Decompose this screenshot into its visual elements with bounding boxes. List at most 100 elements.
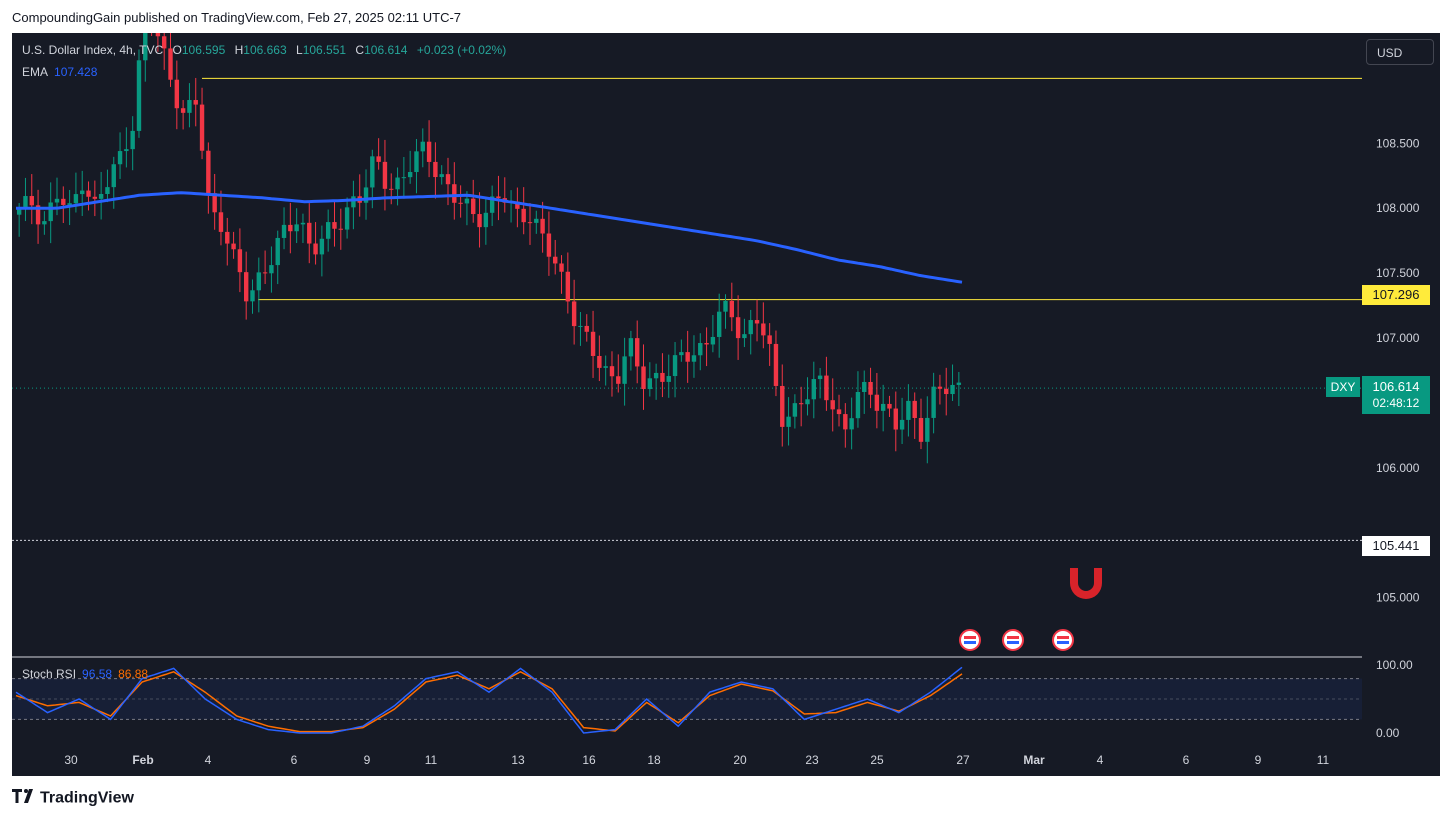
currency-button[interactable]: USD [1366,39,1434,65]
candle-body [571,301,577,327]
candle-body [180,108,186,113]
time-tick-label: 16 [582,753,596,767]
candle-body [754,320,760,324]
candle-body [603,366,608,368]
candle-body [597,355,602,368]
candle-body [483,212,489,228]
candle-body [527,222,533,224]
candle-body [307,222,312,244]
candle-body [641,366,646,390]
chart-canvas[interactable]: 108.500 108.000 107.500 107.000 106.000 105.0… [12,33,1440,776]
tradingview-logo-icon [12,789,36,808]
candle-body [553,256,558,264]
candle-body [407,172,413,178]
candle-body [489,196,495,213]
candle-body [464,198,470,204]
candle-body [319,238,325,255]
candle-body [691,355,697,362]
candle-body [212,193,217,213]
time-tick-label: Mar [1023,753,1045,767]
candle-body [256,272,262,291]
candle-body [653,372,659,379]
ema-value: 107.428 [54,65,98,79]
candle-body [363,187,369,203]
candle-body [893,408,898,430]
brand-name: TradingView [40,789,134,807]
candle-body [729,300,735,318]
candle-body [811,379,816,400]
candle-body [225,231,230,244]
candle-body [193,100,198,105]
legend-close-label: C [355,43,365,57]
candle-body [521,208,526,223]
legend-close-value: 106.614 [364,43,408,57]
time-tick-label: 9 [1255,753,1262,767]
price-tick-label: 108.500 [1376,136,1420,150]
time-tick-label: 27 [956,753,970,767]
candle-body [414,151,419,173]
candle-body [16,209,22,215]
candle-body [206,150,211,194]
symbol-tag: DXY [1326,377,1360,397]
candle-body [262,272,268,274]
candle-body [338,228,343,230]
publisher-line: CompoundingGain published on TradingView… [12,10,462,25]
candle-body [42,221,47,225]
candle-body [433,161,438,178]
candle-body [805,399,810,405]
flag-stripe [1057,641,1069,644]
candle-body [237,249,243,273]
tradingview-brand[interactable]: TradingView [12,789,134,808]
legend-open-value: 106.595 [181,43,226,57]
candle-body [824,375,829,401]
candle-body [735,317,741,339]
candle-body [199,104,205,151]
candle-body [622,356,627,384]
time-tick-label: 30 [64,753,78,767]
candle-body [218,212,224,232]
us-event-flag-icon [959,629,981,651]
candle-body [937,386,943,389]
candle-body [546,233,552,257]
time-tick-label: 11 [425,753,438,767]
candle-body [48,202,53,222]
candle-body [23,196,28,210]
candle-body [590,331,596,356]
chart-frame[interactable]: 108.500 108.000 107.500 107.000 106.000 105.0… [12,33,1440,776]
last-price-value: 106.614 [1372,379,1420,394]
price-tick-label: 106.000 [1376,461,1420,475]
candle-body [426,141,432,162]
candle-body [925,417,930,442]
candle-body [73,194,79,204]
candle-body [187,100,192,113]
ema-line [16,191,963,284]
time-tick-label: 13 [511,753,525,767]
candle-body [168,48,173,80]
us-event-flag-icon [1052,629,1074,651]
candle-body [281,224,287,238]
candle-body [174,79,180,109]
time-tick-label: Feb [132,753,153,767]
stoch-tick-label: 0.00 [1376,726,1400,740]
candle-body [124,149,129,152]
candle-body [471,198,476,215]
candle-body [370,156,375,188]
candle-body [231,243,236,250]
price-tick-label: 108.000 [1376,201,1420,215]
candle-body [817,375,823,380]
candle-body [786,416,791,427]
candle-body [111,164,116,188]
candle-body [698,343,703,356]
candle-body [534,218,539,223]
candle-body [868,381,873,395]
candle-body [351,196,356,208]
time-tick-label: 4 [1097,753,1104,767]
symbol-legend: U.S. Dollar Index, 4h, TVC O106.595 H106… [22,43,506,57]
legend-high-label: H [234,43,244,57]
candle-body [54,198,60,203]
candle-body [792,403,798,417]
support-level-tag: 107.296 [1362,285,1430,305]
candle-body [477,214,482,228]
candle-body [616,376,621,384]
dashed-level-tag: 105.441 [1362,536,1430,556]
